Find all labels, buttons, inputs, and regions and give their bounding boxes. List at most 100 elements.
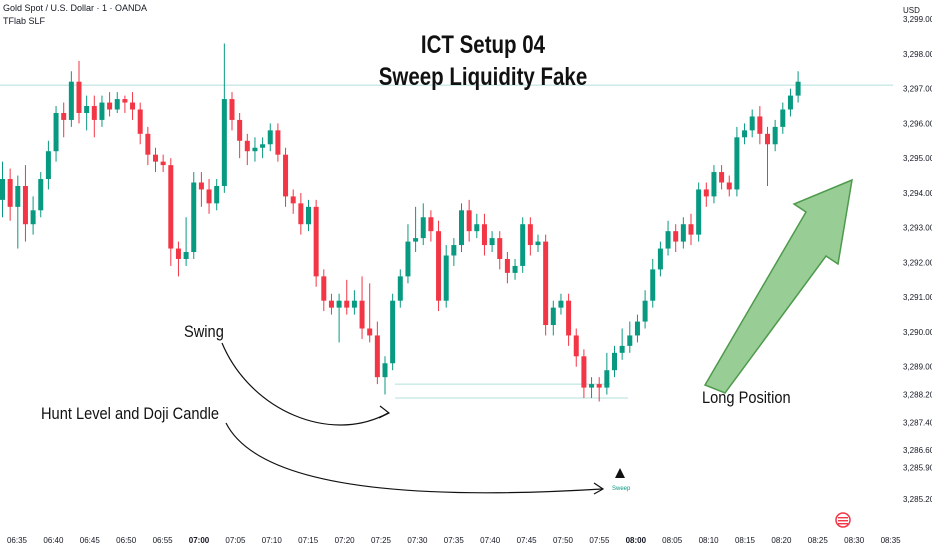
candle: [290, 189, 296, 214]
candle: [504, 252, 510, 284]
candle: [749, 109, 755, 138]
candle: [306, 199, 311, 232]
candle: [558, 293, 564, 315]
candle: [787, 88, 793, 117]
candle: [283, 147, 289, 207]
candle: [566, 293, 572, 346]
candle: [772, 119, 778, 152]
candle: [175, 241, 181, 277]
annotation-arrows: [221, 178, 853, 495]
candle: [53, 106, 59, 162]
y-tick-label: 3,285.900: [903, 464, 932, 473]
author-label: TFlab SLF: [3, 16, 46, 26]
candle: [466, 199, 472, 242]
candle: [351, 290, 357, 315]
x-tick-label: 07:35: [444, 536, 465, 545]
candle: [244, 133, 250, 166]
swing-curve-arrow: [221, 342, 389, 426]
y-tick-label: 3,290.000: [903, 328, 932, 337]
candle: [214, 179, 220, 211]
y-tick-label: 3,288.200: [903, 391, 932, 400]
candle: [443, 245, 449, 308]
x-tick-label: 07:55: [589, 536, 610, 545]
candle: [15, 175, 21, 249]
candle: [153, 147, 158, 173]
candle: [642, 290, 648, 329]
y-axis: 3,285.200 3,285.900 3,286.600 3,287.400 3,28…: [903, 15, 932, 504]
candle: [719, 165, 725, 190]
candle: [581, 349, 587, 399]
candle: [198, 172, 204, 207]
candle: [688, 213, 694, 246]
x-axis: 06:35 06:40 06:45 06:50 06:55 07:00 07:05 07:10…: [7, 536, 901, 545]
candle: [497, 231, 503, 270]
candle: [451, 238, 457, 266]
x-tick-label: 07:25: [371, 536, 392, 545]
x-tick-label: 07:45: [517, 536, 538, 545]
candle: [191, 172, 197, 259]
candle: [275, 123, 281, 162]
candle: [206, 179, 212, 214]
candle: [428, 210, 434, 242]
candle: [336, 293, 342, 343]
y-tick-label: 3,299.000: [903, 15, 932, 24]
candle: [267, 123, 273, 152]
candle: [481, 213, 487, 256]
candle: [298, 192, 304, 235]
candle: [91, 95, 97, 138]
candle: [38, 172, 44, 218]
candle: [665, 220, 671, 256]
tradingview-logo-icon[interactable]: [835, 512, 851, 528]
candle: [221, 43, 227, 193]
candle: [328, 293, 334, 315]
candle: [489, 231, 495, 253]
long-position-label: Long Position: [702, 388, 791, 407]
candle: [650, 258, 656, 308]
candle: [413, 206, 419, 253]
x-tick-label: 06:45: [80, 536, 101, 545]
candle: [627, 321, 633, 353]
x-tick-label: 08:30: [844, 536, 865, 545]
x-tick-label: 07:05: [225, 536, 246, 545]
candle: [7, 168, 13, 221]
y-tick-label: 3,296.000: [903, 119, 932, 128]
candle: [0, 161, 5, 218]
candle: [252, 137, 258, 162]
candle: [696, 182, 702, 242]
candle: [436, 220, 442, 312]
x-tick-label: 06:55: [153, 536, 174, 545]
candle: [68, 71, 74, 127]
y-tick-label: 3,295.000: [903, 154, 932, 163]
candle: [612, 345, 617, 378]
candle: [30, 196, 36, 235]
sweep-marker-icon: [615, 468, 625, 478]
candle: [137, 102, 143, 145]
chart-subtitle: Sweep Liquidity Fake: [378, 63, 588, 91]
y-tick-label: 3,291.000: [903, 293, 932, 302]
candle: [76, 60, 82, 124]
candle: [390, 293, 396, 371]
x-tick-label: 08:20: [771, 536, 792, 545]
long-position-arrow: [703, 178, 853, 394]
currency-label: USD: [903, 6, 920, 15]
x-tick-label: 08:10: [699, 536, 720, 545]
candle: [765, 126, 770, 186]
x-tick-label: 07:10: [262, 536, 283, 545]
candle: [260, 137, 266, 159]
candle: [321, 269, 327, 312]
candle: [183, 217, 189, 266]
candle: [130, 92, 136, 120]
x-tick-label: 06:50: [116, 536, 137, 545]
x-tick-label: 06:35: [7, 536, 28, 545]
y-tick-label: 3,293.000: [903, 224, 932, 233]
hunt-curve-arrow: [225, 422, 603, 494]
candle: [673, 224, 679, 253]
swing-arrowhead: [378, 405, 391, 419]
candle: [382, 356, 388, 395]
candle: [527, 217, 533, 256]
hunt-level-label: Hunt Level and Doji Candle: [41, 404, 219, 423]
candle: [160, 154, 166, 173]
candle: [589, 377, 595, 399]
candle: [84, 95, 90, 131]
